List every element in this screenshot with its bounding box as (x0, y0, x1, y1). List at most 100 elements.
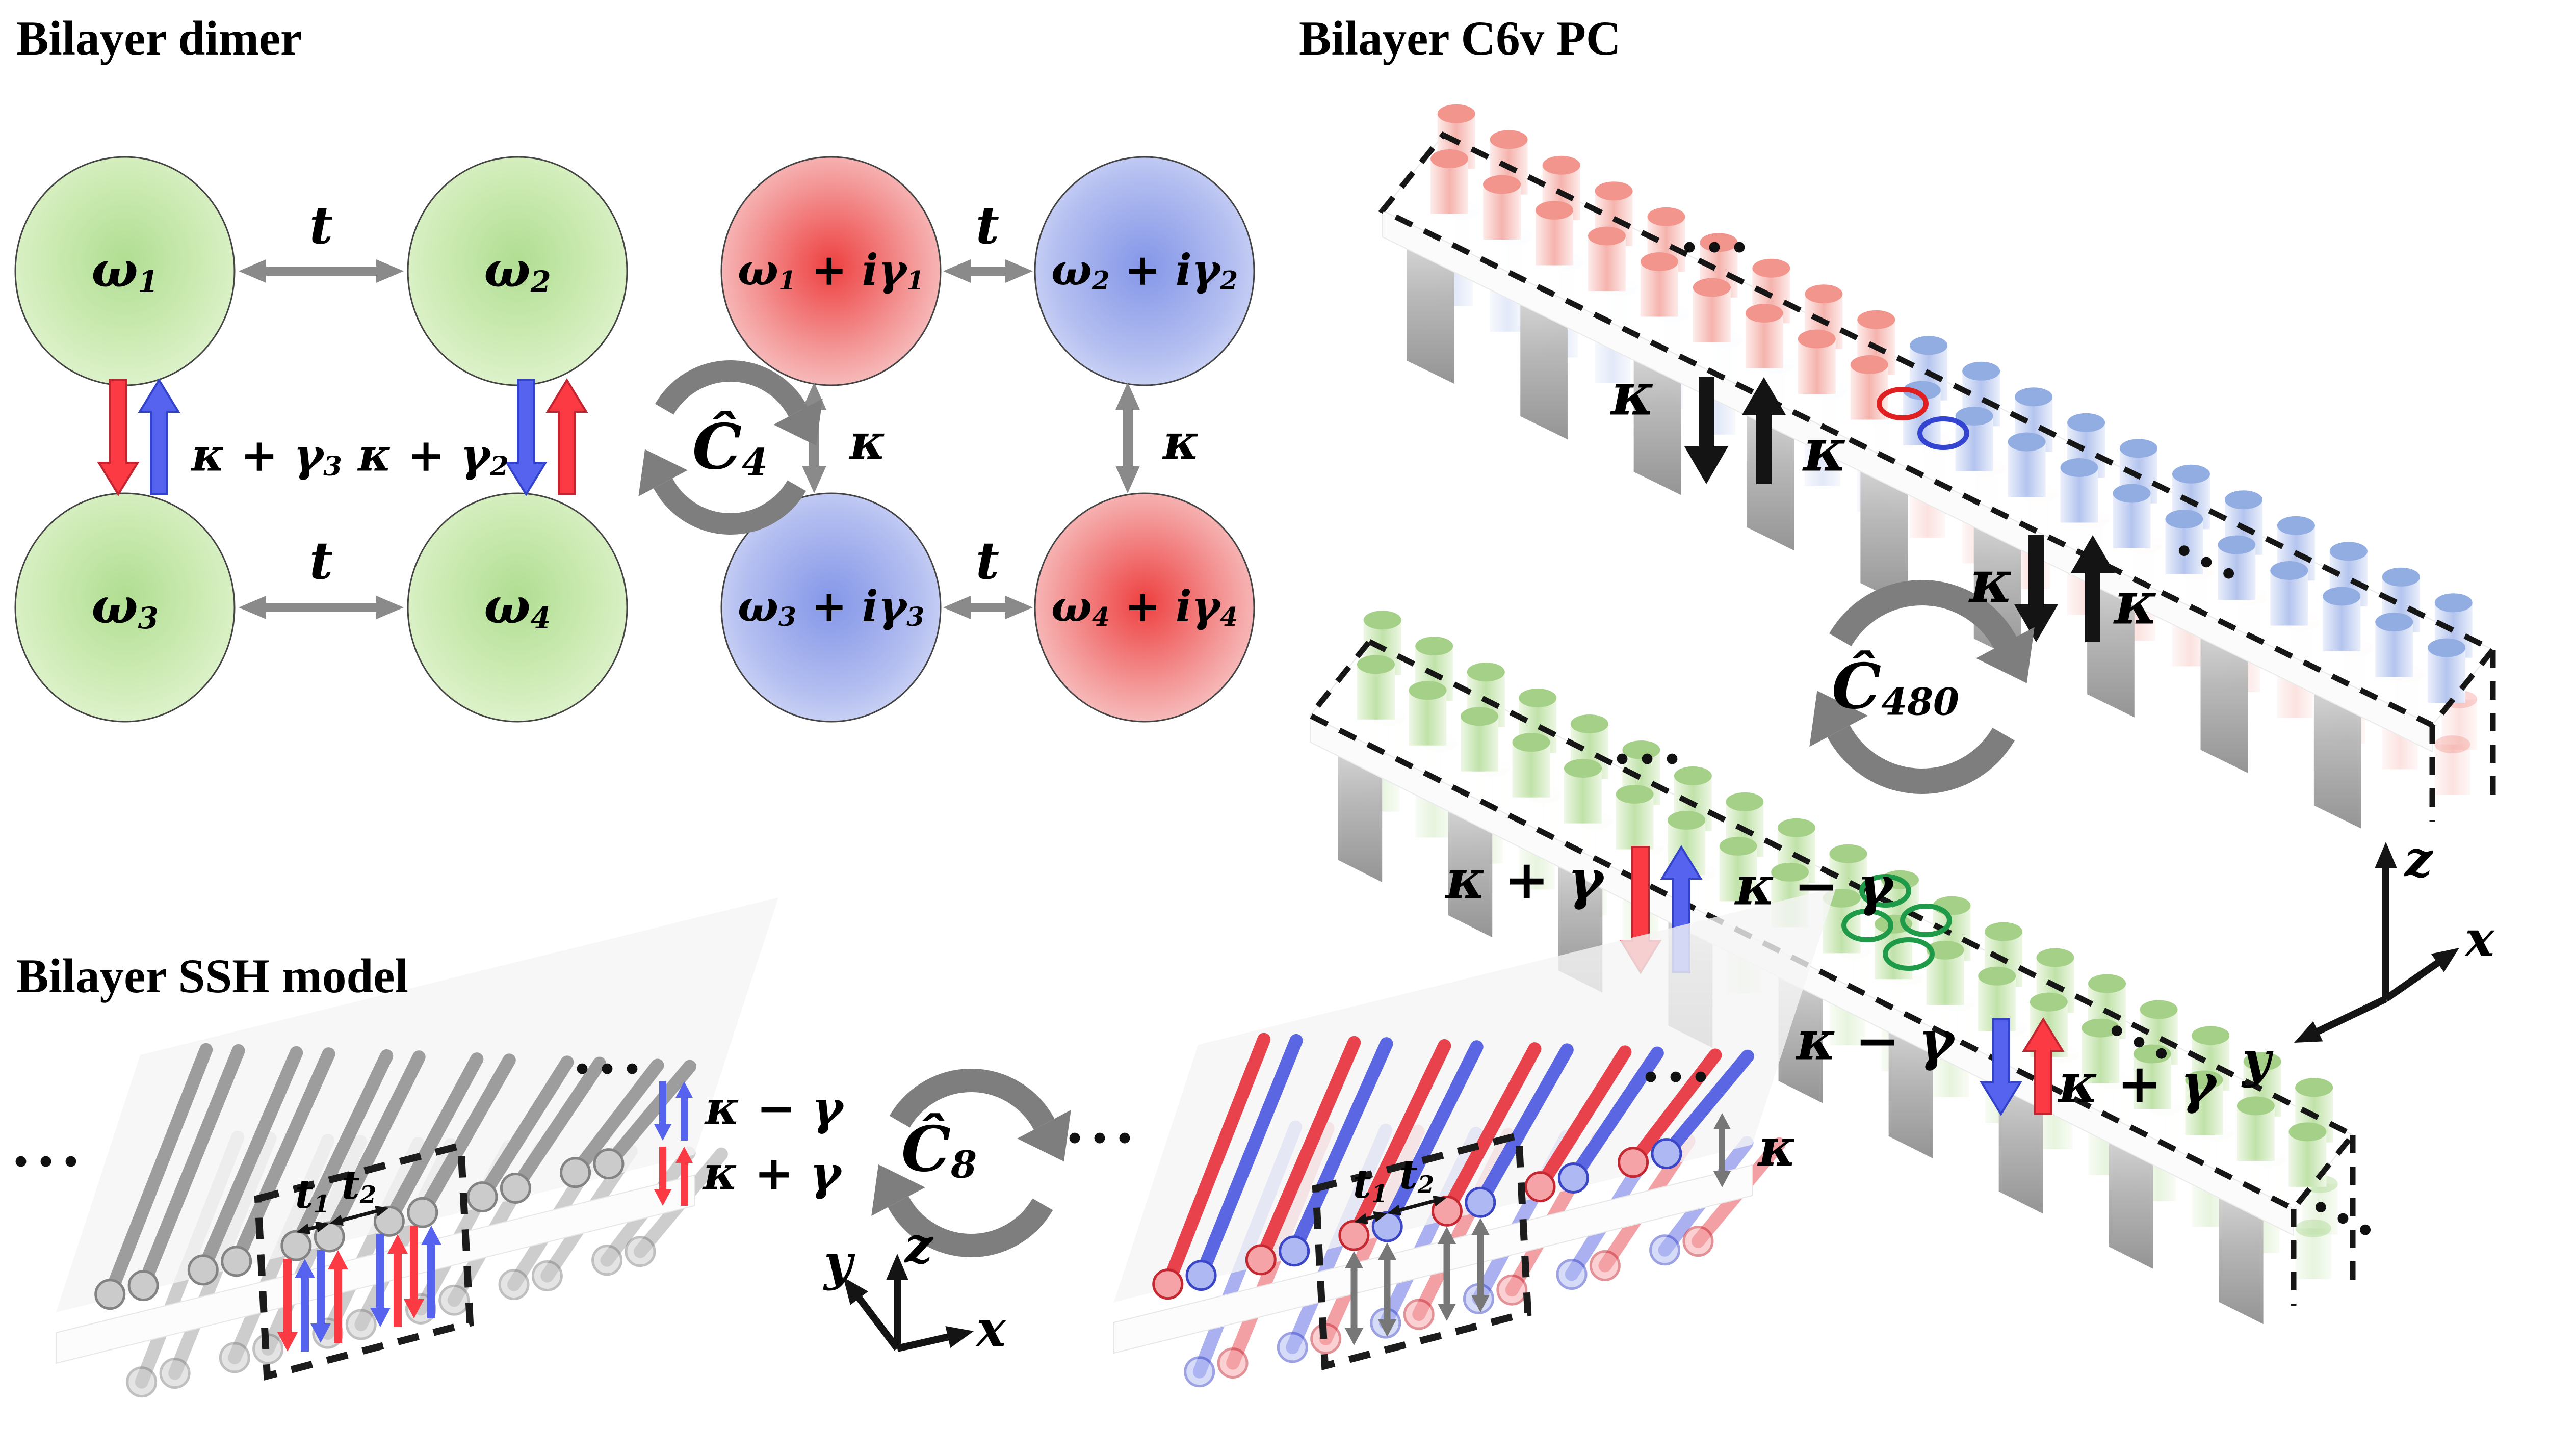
axis-x-label: x (976, 1300, 1006, 1358)
legend-blue-down (654, 1081, 671, 1141)
pc-kappa-arrow-up (2071, 535, 2115, 642)
gain-arrow-red-up (2022, 1017, 2065, 1115)
axis-z-arrow (2375, 842, 2397, 999)
resonator-node (14, 492, 236, 723)
hop-t-label: t (309, 531, 333, 591)
legend-red-down (654, 1147, 671, 1206)
pc-kappa-minus-gamma-label: κ − γ (1796, 1009, 1954, 1072)
ssh-kappa-minus-gamma-label: κ − γ (705, 1080, 843, 1135)
pc-kappa-label: κ (1803, 416, 1848, 485)
loss-arrow-blue-down (1980, 1018, 2022, 1116)
loss-arrow-blue-down (505, 379, 548, 496)
highlighted-site-ring (1883, 937, 1935, 971)
c480-rotation-icon (1809, 580, 2035, 794)
kappa-label: κ (849, 413, 886, 471)
node-omega1-igamma1-label: ω1 + iγ1 (737, 244, 925, 296)
t-hop-arrow (943, 596, 1033, 619)
ellipsis: ··· (11, 1128, 86, 1195)
node-omega1-label: ω1 (91, 241, 159, 299)
resonator-node (407, 492, 628, 723)
ssh-red-blue-rods (1113, 887, 1836, 1388)
c480-rotation-label: Ĉ480 (1832, 649, 1959, 724)
ssh-unit-cell-box (1312, 1131, 1532, 1370)
t-hop-arrow (943, 259, 1033, 283)
ellipsis: ··· (1679, 214, 1755, 281)
node-omega4-igamma4-label: ω4 + iγ4 (1051, 580, 1238, 632)
coupling-arrow-red-up (328, 1250, 348, 1343)
coupling-arrow-blue-down (370, 1234, 391, 1327)
coupling-arrow-blue-down (310, 1250, 331, 1343)
axis-y-label: y (2242, 1031, 2271, 1089)
hop-t-label: t (975, 531, 1000, 591)
gain-arrow-red-down (97, 379, 140, 496)
axis-x-label: x (2465, 910, 2494, 968)
coupling-arrow-red-up (387, 1234, 408, 1327)
ssh-kappa-plus-gamma-label: κ + γ (703, 1146, 841, 1201)
node-omega4-label: ω4 (484, 577, 551, 636)
coupling-arrow-blue-up (421, 1226, 441, 1318)
kappa-coupling-arrow (1378, 1242, 1396, 1337)
kappa-label: κ (1163, 413, 1200, 471)
pc-kappa-arrow-down (2014, 535, 2058, 642)
pc-kappa-plus-gamma-label: κ + γ (2058, 1051, 2216, 1115)
hop-t-label: t (975, 195, 1000, 255)
c4-rotation-label: Ĉ4 (692, 410, 768, 485)
hop-t-label: t (309, 195, 333, 255)
coupling-kappa-gamma2-label: κ + γ2 (358, 428, 509, 482)
c8-rotation-icon (871, 1069, 1071, 1257)
kappa-coupling-arrow (1471, 1218, 1490, 1312)
axis-x-arrow (2384, 948, 2459, 1002)
highlighted-site-ring (1917, 416, 1969, 450)
axis-y-arrow (843, 1277, 900, 1351)
axis-z-arrow (886, 1254, 908, 1348)
t2-label: t2 (341, 1161, 377, 1209)
ellipsis: ··· (1641, 1044, 1716, 1110)
pc-kappa-arrow-up (1742, 377, 1786, 484)
t1-label: t1 (295, 1171, 330, 1219)
t-hop-arrow (239, 259, 404, 283)
node-omega2-label: ω2 (484, 241, 551, 299)
ellipsis: ··· (1612, 726, 1687, 792)
kappa-coupling-arrow (1115, 382, 1140, 493)
axis-y-label: y (824, 1234, 852, 1291)
coupling-arrow-blue-up (295, 1259, 315, 1352)
pc-kappa-label: κ (2114, 569, 2158, 638)
highlighted-site-ring (1841, 909, 1893, 942)
kappa-gap-arrow (1713, 1113, 1731, 1187)
ellipsis: ··· (1064, 1105, 1140, 1172)
c8-rotation-label: Ĉ8 (901, 1112, 977, 1187)
resonator-node (720, 156, 942, 386)
axis-x-arrow (896, 1326, 974, 1352)
t-hop-arrow (239, 596, 404, 619)
resonator-node (1034, 492, 1255, 723)
resonator-node (720, 492, 942, 723)
panel-dimer-title: Bilayer dimer (16, 11, 302, 65)
coupling-kappa-gamma3-label: κ + γ3 (191, 428, 342, 482)
pc-kappa-arrow-down (1684, 377, 1728, 484)
pc-kappa-minus-gamma-label: κ − γ (1735, 854, 1893, 917)
node-omega2-igamma2-label: ω2 + iγ2 (1051, 244, 1238, 296)
kappa-coupling-arrow (1345, 1251, 1363, 1345)
highlighted-site-ring (1900, 904, 1952, 937)
panel-ssh-title: Bilayer SSH model (16, 949, 408, 1003)
gain-arrow-red-up (545, 378, 588, 495)
t1-distance-arrow (296, 1221, 329, 1235)
t1-label: t1 (1352, 1160, 1388, 1208)
ellipsis: ··· (572, 1036, 647, 1102)
c4-rotation-icon (638, 360, 823, 535)
coupling-arrow-red-down (404, 1226, 424, 1318)
legend-blue-up (675, 1081, 693, 1141)
ssh-kappa-label: κ (1758, 1118, 1797, 1178)
highlighted-site-ring (1877, 387, 1929, 420)
axis-y-arrow (2294, 995, 2388, 1043)
t2-distance-arrow (1387, 1196, 1447, 1215)
kappa-coupling-arrow (1438, 1227, 1456, 1321)
axis-z-label: z (2404, 830, 2433, 888)
node-omega3-igamma3-label: ω3 + iγ3 (737, 580, 925, 632)
t2-distance-arrow (329, 1206, 389, 1226)
ssh-gray-rods (56, 897, 778, 1398)
resonator-node (1034, 156, 1255, 386)
t2-label: t2 (1399, 1151, 1435, 1199)
bilayer-dimer-diagram (14, 156, 1255, 723)
